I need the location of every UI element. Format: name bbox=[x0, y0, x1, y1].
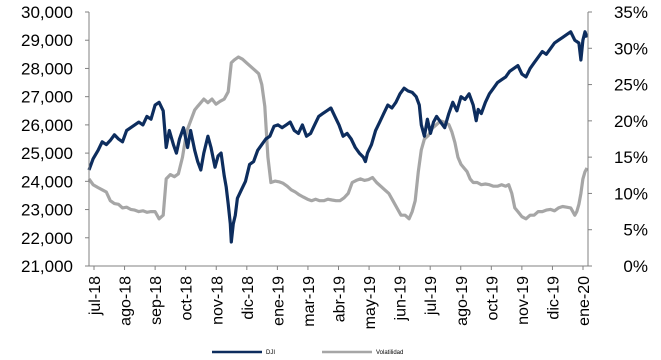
left-tick-label: 25,000 bbox=[21, 144, 73, 163]
x-tick-label: oct-19 bbox=[484, 276, 501, 321]
x-tick-label: oct-18 bbox=[179, 276, 196, 321]
right-tick-label: 0% bbox=[623, 257, 648, 276]
right-tick-label: 15% bbox=[614, 148, 648, 167]
x-tick-label: ene-19 bbox=[270, 276, 287, 326]
right-tick-label: 25% bbox=[614, 76, 648, 95]
series-line-dji bbox=[87, 30, 589, 244]
x-tick-label: ago-18 bbox=[118, 276, 135, 326]
right-tick-label: 30% bbox=[614, 39, 648, 58]
left-tick-label: 27,000 bbox=[21, 88, 73, 107]
x-tick-label: sep-18 bbox=[148, 276, 165, 325]
left-y-axis: 21,000 22,000 23,000 24,000 25,000 26,000 27,0… bbox=[21, 3, 90, 276]
x-tick-label: nov-19 bbox=[515, 276, 532, 325]
x-tick-label: jul-18 bbox=[87, 276, 104, 316]
left-tick-label: 28,000 bbox=[21, 59, 73, 78]
x-tick-label: dic-19 bbox=[545, 276, 562, 320]
x-tick-label: nov-18 bbox=[209, 276, 226, 325]
series-line-volatility bbox=[87, 55, 589, 221]
right-tick-label: 10% bbox=[614, 184, 648, 203]
x-tick-label: abr-19 bbox=[332, 276, 349, 322]
plot-area bbox=[87, 30, 589, 244]
x-tick-label: jun-19 bbox=[393, 276, 410, 322]
left-tick-label: 23,000 bbox=[21, 201, 73, 220]
left-tick-label: 26,000 bbox=[21, 116, 73, 135]
x-tick-label: dic-18 bbox=[240, 276, 257, 320]
right-y-axis: 0% 5% 10% 15% 20% 25% 30% 35% bbox=[587, 3, 648, 276]
left-tick-label: 22,000 bbox=[21, 229, 73, 248]
x-axis: jul-18 ago-18 sep-18 oct-18 nov-18 dic-18 ene-… bbox=[87, 265, 593, 329]
x-tick-label: may-19 bbox=[362, 276, 379, 329]
x-tick-label: mar-19 bbox=[301, 276, 318, 327]
left-tick-label: 30,000 bbox=[21, 3, 73, 22]
legend-label-volatility: Volatilidad bbox=[376, 350, 403, 356]
left-tick-label: 24,000 bbox=[21, 172, 73, 191]
x-tick-label: ene-20 bbox=[576, 276, 593, 326]
right-tick-label: 35% bbox=[614, 3, 648, 22]
left-tick-label: 21,000 bbox=[21, 257, 73, 276]
x-tick-label: ago-19 bbox=[454, 276, 471, 326]
right-tick-label: 20% bbox=[614, 112, 648, 131]
right-tick-label: 5% bbox=[623, 221, 648, 240]
x-tick-label: jul-19 bbox=[423, 276, 440, 316]
legend-label-dji: DJI bbox=[266, 350, 275, 356]
legend: DJI Volatilidad bbox=[212, 350, 403, 356]
left-tick-label: 29,000 bbox=[21, 31, 73, 50]
